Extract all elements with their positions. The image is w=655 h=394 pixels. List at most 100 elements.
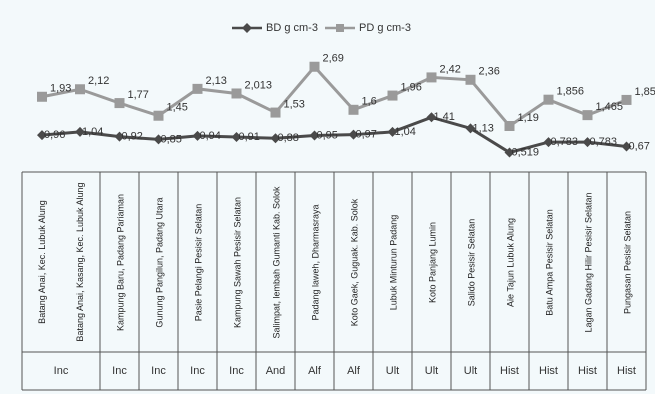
data-label: 2,36 <box>479 66 500 78</box>
data-label: 1,856 <box>557 86 585 98</box>
group-label: Hist <box>578 365 597 377</box>
data-label: 0,97 <box>356 129 377 141</box>
data-label: 0,92 <box>122 131 143 143</box>
legend-marker <box>336 24 344 32</box>
legend-label: BD g cm-3 <box>266 22 318 34</box>
data-label: 1,6 <box>362 96 377 108</box>
group-label: Inc <box>229 365 244 377</box>
marker <box>309 130 320 141</box>
marker <box>153 110 164 121</box>
marker <box>465 74 476 85</box>
data-label: 1,53 <box>284 98 305 110</box>
marker <box>231 132 242 143</box>
marker <box>543 137 554 148</box>
marker <box>582 137 593 148</box>
group-label: Ult <box>425 365 438 377</box>
series-line <box>41 115 627 155</box>
marker <box>387 126 398 137</box>
data-label: 0,91 <box>239 131 260 143</box>
data-label: 1,96 <box>401 81 422 93</box>
marker <box>37 130 47 141</box>
data-label: 0,67 <box>629 140 650 152</box>
category-label: Salido Pesisir Selatan <box>465 218 476 306</box>
marker <box>270 133 281 144</box>
marker <box>114 98 125 109</box>
data-label: 0,85 <box>161 133 182 145</box>
category-label: Lubuk Minturun Padang <box>387 214 398 310</box>
data-label: 1,04 <box>395 126 416 138</box>
marker <box>621 141 632 152</box>
group-label: Inc <box>190 365 205 377</box>
series-line <box>41 64 628 128</box>
data-label: 1,93 <box>50 83 71 95</box>
marker <box>75 84 85 95</box>
group-label: Inc <box>54 365 69 377</box>
legend-marker <box>242 23 252 33</box>
group-label: Ult <box>386 365 399 377</box>
category-label: Padang laweh, Dharmasraya <box>309 203 320 321</box>
data-label: 1,04 <box>82 126 103 138</box>
marker <box>543 94 554 105</box>
data-label: 1,13 <box>473 122 494 134</box>
category-label: Gunung Pangilun, Padang Utara <box>153 196 164 328</box>
marker <box>192 83 203 94</box>
marker <box>387 90 398 101</box>
category-label: Batu Ampa Pesisir Selatan <box>543 208 554 316</box>
marker <box>348 104 359 115</box>
marker <box>231 88 242 99</box>
group-label: Alf <box>308 365 322 377</box>
group-label: Inc <box>151 365 166 377</box>
marker <box>582 110 593 121</box>
data-label: 2,42 <box>440 63 461 75</box>
data-label: 0,783 <box>590 136 618 148</box>
marker <box>465 123 476 134</box>
category-label: Kampung Baru, Padang Pariaman <box>114 193 125 331</box>
marker <box>504 120 515 131</box>
data-label: 2,69 <box>323 53 344 65</box>
marker <box>309 61 320 72</box>
category-label: Aie Tajun Lubuk Alung <box>504 217 515 307</box>
data-label: 2,12 <box>88 75 109 87</box>
marker <box>37 91 47 102</box>
data-label: 2,013 <box>245 79 273 91</box>
group-label: Alf <box>347 365 361 377</box>
marker <box>114 131 125 142</box>
legend-label: PD g cm-3 <box>359 22 411 34</box>
data-label: 0,95 <box>317 129 338 141</box>
category-label: Pasie Pelangi Pesisir Selatan <box>192 203 203 321</box>
data-label: 1,19 <box>518 112 539 124</box>
data-label: 1,41 <box>434 111 455 123</box>
group-label: Ult <box>464 365 477 377</box>
data-label: 0,96 <box>44 129 65 141</box>
data-label: 0,783 <box>551 136 579 148</box>
marker <box>426 72 437 83</box>
category-label: Koto Gaek, Guguak. Kab. Solok <box>348 198 359 326</box>
category-label: Koto Panjang Lumin <box>426 221 437 303</box>
group-label: Inc <box>112 365 127 377</box>
group-label: And <box>266 365 286 377</box>
category-label: Kampung Sawah Pesisir Selatan <box>231 196 242 328</box>
marker <box>75 126 85 137</box>
data-label: 0,94 <box>200 130 221 142</box>
category-label: Pungasan Pesisir Selatan <box>621 210 632 314</box>
data-label: 2,13 <box>206 75 227 87</box>
group-label: Hist <box>617 365 636 377</box>
marker <box>348 129 359 140</box>
data-label: 0,88 <box>278 132 299 144</box>
data-label: 1,77 <box>128 89 149 101</box>
group-label: Hist <box>539 365 558 377</box>
data-label: 0,519 <box>512 146 540 158</box>
marker <box>426 112 437 123</box>
category-label: Batang Anai, Kasang, Kec. Lubuk Alung <box>75 182 85 342</box>
data-label: 1,85 <box>635 86 655 98</box>
marker <box>270 107 281 118</box>
marker <box>192 130 203 141</box>
category-label: Batang Anai, Kec. Lubuk Alung <box>37 200 47 324</box>
category-label: Salimpat, lembah Gumanti Kab. Solok <box>270 185 281 339</box>
group-label: Hist <box>500 365 519 377</box>
marker <box>153 134 164 145</box>
data-label: 1,465 <box>596 101 624 113</box>
marker <box>504 147 515 158</box>
